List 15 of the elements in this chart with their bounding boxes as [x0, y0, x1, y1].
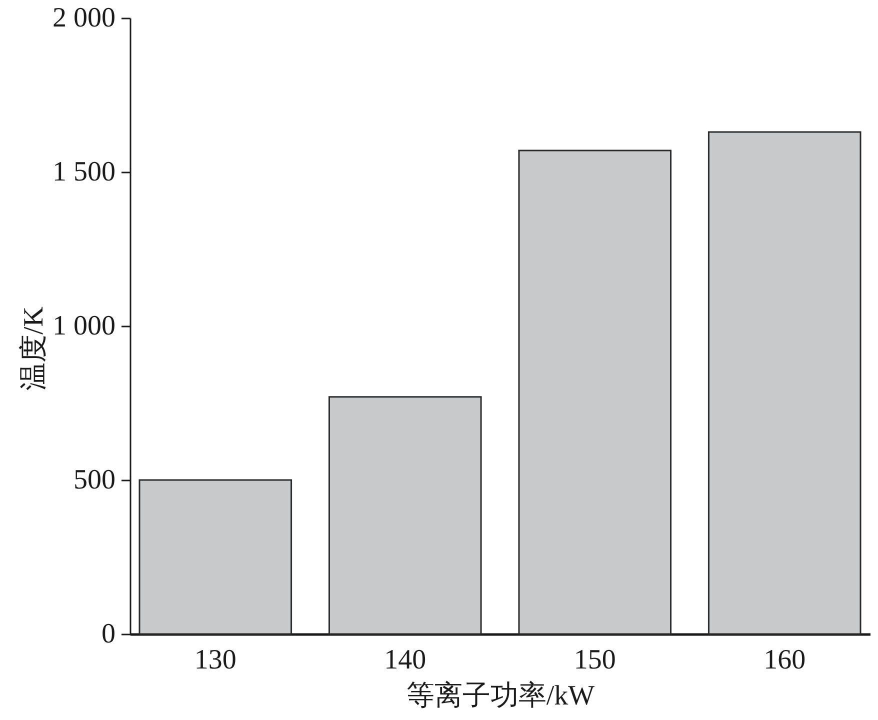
bar — [328, 396, 482, 635]
y-tick-label: 1 500 — [52, 156, 116, 188]
y-tick-label: 500 — [74, 464, 116, 496]
x-tick-label: 160 — [764, 644, 806, 676]
y-tick-label: 2 000 — [52, 2, 116, 34]
x-axis-title: 等离子功率/kW — [406, 680, 596, 712]
y-tick-label: 1 000 — [52, 310, 116, 342]
x-tick-label: 150 — [574, 644, 616, 676]
y-axis-title: 温度/K — [18, 306, 50, 390]
x-tick-label: 130 — [194, 644, 236, 676]
bar — [138, 479, 292, 635]
bar — [518, 150, 672, 635]
y-tick-label: 0 — [102, 618, 116, 650]
bar — [708, 131, 862, 635]
x-tick-label: 140 — [384, 644, 426, 676]
